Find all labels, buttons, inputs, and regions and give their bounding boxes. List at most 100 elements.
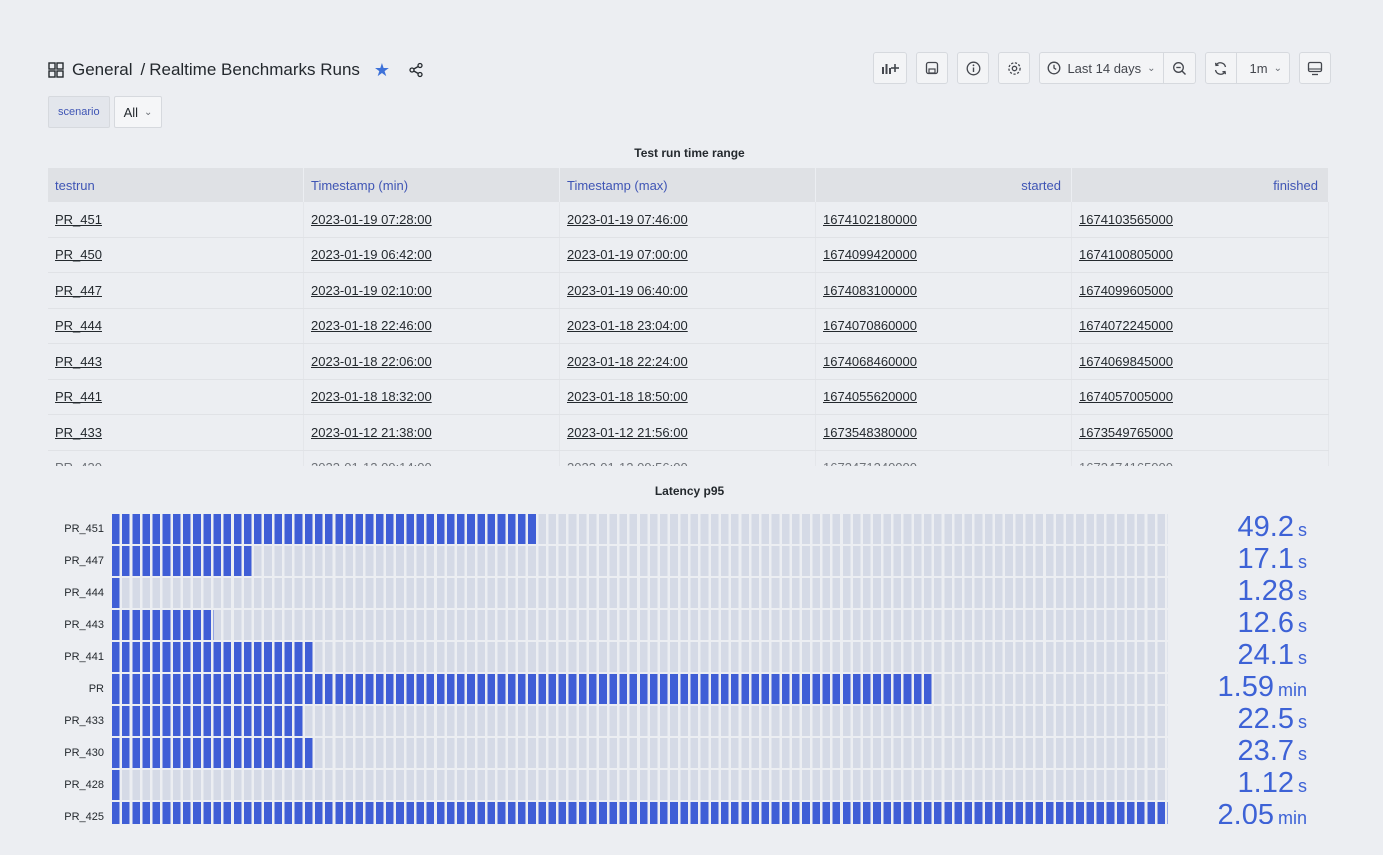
gauge-value-unit: s — [1298, 776, 1307, 796]
cell-link-finished[interactable]: 1674069845000 — [1079, 353, 1173, 369]
dashboard-settings-button[interactable] — [998, 52, 1031, 84]
gauge-row-label: PR_425 — [64, 811, 104, 823]
refresh-interval-picker[interactable]: 1m ⌄ — [1236, 52, 1290, 84]
gauge-row: PR_441 24.1 s — [48, 639, 1329, 672]
cell-link-timestamp-max[interactable]: 2023-01-19 07:46:00 — [567, 211, 688, 227]
breadcrumb-folder[interactable]: General — [72, 60, 133, 79]
cell-link-testrun[interactable]: PR_430 — [55, 460, 102, 466]
cell-link-finished[interactable]: 1674072245000 — [1079, 318, 1173, 334]
dashboard-info-button[interactable] — [957, 52, 990, 84]
column-header-started[interactable]: started — [816, 168, 1072, 202]
cell-link-timestamp-min[interactable]: 2023-01-19 07:28:00 — [311, 211, 432, 227]
save-dashboard-button[interactable] — [916, 52, 949, 84]
cell-link-testrun[interactable]: PR_451 — [55, 211, 102, 227]
cell-link-started[interactable]: 1674099420000 — [823, 247, 917, 263]
cell-link-started[interactable]: 1673471240000 — [823, 460, 917, 466]
gauge-track[interactable] — [112, 674, 1168, 704]
gauge-row-label: PR_430 — [64, 747, 104, 759]
cell-link-started[interactable]: 1674055620000 — [823, 389, 917, 405]
cell-link-finished[interactable]: 1674099605000 — [1079, 282, 1173, 298]
cell-link-timestamp-max[interactable]: 2023-01-18 22:24:00 — [567, 353, 688, 369]
cell-link-testrun[interactable]: PR_443 — [55, 353, 102, 369]
cell-link-timestamp-max[interactable]: 2023-01-12 09:56:00 — [567, 460, 688, 466]
cell-link-testrun[interactable]: PR_444 — [55, 318, 102, 334]
gauge-track[interactable] — [112, 738, 1168, 768]
cell-link-finished[interactable]: 1674057005000 — [1079, 389, 1173, 405]
cell-timestamp-max: 2023-01-12 21:56:00 — [560, 415, 816, 450]
gauge-track[interactable] — [112, 546, 1168, 576]
cell-link-testrun[interactable]: PR_433 — [55, 424, 102, 440]
cell-link-timestamp-min[interactable]: 2023-01-19 06:42:00 — [311, 247, 432, 263]
gauge-value-number: 12.6 — [1237, 607, 1294, 639]
star-icon[interactable]: ★ — [373, 59, 391, 80]
cell-timestamp-min: 2023-01-18 22:46:00 — [304, 308, 560, 343]
cell-link-timestamp-max[interactable]: 2023-01-19 07:00:00 — [567, 247, 688, 263]
cell-testrun: PR_451 — [48, 202, 304, 237]
cell-link-timestamp-min[interactable]: 2023-01-18 18:32:00 — [311, 389, 432, 405]
gauge-fill — [112, 642, 315, 672]
column-header-finished[interactable]: finished — [1072, 168, 1329, 202]
cell-timestamp-min: 2023-01-18 22:06:00 — [304, 344, 560, 379]
cell-link-timestamp-min[interactable]: 2023-01-12 21:38:00 — [311, 424, 432, 440]
refresh-button[interactable] — [1204, 52, 1237, 84]
gauge-track[interactable] — [112, 578, 1168, 608]
cell-link-testrun[interactable]: PR_447 — [55, 282, 102, 298]
cell-link-timestamp-min[interactable]: 2023-01-12 09:14:00 — [311, 460, 432, 466]
tv-mode-button[interactable] — [1299, 52, 1331, 84]
cell-link-timestamp-max[interactable]: 2023-01-19 06:40:00 — [567, 282, 688, 298]
cell-link-started[interactable]: 1674102180000 — [823, 211, 917, 227]
cell-link-timestamp-max[interactable]: 2023-01-18 23:04:00 — [567, 318, 688, 334]
time-range-picker[interactable]: Last 14 days ⌄ — [1039, 52, 1164, 84]
cell-finished: 1674100805000 — [1072, 237, 1329, 272]
gauge-value: 1.28 s — [1238, 575, 1307, 608]
gauge-value: 49.2 s — [1238, 514, 1307, 544]
cell-link-started[interactable]: 1674083100000 — [823, 282, 917, 298]
add-panel-button[interactable] — [873, 52, 908, 84]
gauge-track[interactable] — [112, 514, 1168, 544]
gauge-track[interactable] — [112, 610, 1168, 640]
gauge-value: 1.59 min — [1218, 671, 1307, 704]
scenario-variable-select[interactable]: All ⌄ — [113, 96, 163, 128]
info-icon — [966, 61, 981, 75]
gauge-track[interactable] — [112, 802, 1168, 824]
column-header-testrun[interactable]: testrun — [48, 168, 304, 202]
column-header-timestamp-min[interactable]: Timestamp (min) — [304, 168, 560, 202]
column-header-timestamp-max[interactable]: Timestamp (max) — [560, 168, 816, 202]
gauge-fill — [112, 802, 1168, 824]
cell-link-finished[interactable]: 1674103565000 — [1079, 211, 1173, 227]
table-panel-title[interactable]: Test run time range — [634, 146, 745, 160]
template-variables: scenario All ⌄ — [48, 96, 163, 128]
dashboard-header: General / Realtime Benchmarks Runs ★ — [48, 52, 1331, 84]
gauge-track[interactable] — [112, 770, 1168, 800]
cell-link-finished[interactable]: 1673474165000 — [1079, 460, 1173, 466]
cell-link-timestamp-min[interactable]: 2023-01-18 22:46:00 — [311, 318, 432, 334]
gauge-value-unit: min — [1277, 680, 1307, 700]
cell-link-started[interactable]: 1674070860000 — [823, 318, 917, 334]
gauge-track[interactable] — [112, 642, 1168, 672]
share-icon[interactable] — [408, 62, 424, 78]
cell-link-timestamp-max[interactable]: 2023-01-18 18:50:00 — [567, 389, 688, 405]
chevron-down-icon: ⌄ — [144, 106, 153, 118]
latency-panel-title[interactable]: Latency p95 — [654, 484, 725, 498]
cell-link-finished[interactable]: 1673549765000 — [1079, 424, 1173, 440]
cell-link-timestamp-min[interactable]: 2023-01-18 22:06:00 — [311, 353, 432, 369]
cell-started: 1674083100000 — [816, 273, 1072, 308]
gauge-track[interactable] — [112, 706, 1168, 736]
table-row: PR_433 2023-01-12 21:38:00 2023-01-12 21:5… — [48, 415, 1329, 451]
cell-link-testrun[interactable]: PR_450 — [55, 247, 102, 263]
zoom-out-button[interactable] — [1163, 52, 1196, 84]
cell-finished: 1674069845000 — [1072, 344, 1329, 379]
cell-link-started[interactable]: 1673548380000 — [823, 424, 917, 440]
cell-link-timestamp-max[interactable]: 2023-01-12 21:56:00 — [567, 424, 688, 440]
cell-link-finished[interactable]: 1674100805000 — [1079, 247, 1173, 263]
cell-started: 1673471240000 — [816, 450, 1072, 466]
breadcrumb: General / Realtime Benchmarks Runs ★ — [48, 60, 424, 81]
cell-link-started[interactable]: 1674068460000 — [823, 353, 917, 369]
cell-finished: 1674099605000 — [1072, 273, 1329, 308]
dashboard-title[interactable]: Realtime Benchmarks Runs — [149, 60, 360, 79]
cell-link-testrun[interactable]: PR_441 — [55, 389, 102, 405]
cell-link-timestamp-min[interactable]: 2023-01-19 02:10:00 — [311, 282, 432, 298]
gauge-row: PR_451 49.2 s — [48, 514, 1329, 544]
cell-timestamp-min: 2023-01-19 07:28:00 — [304, 202, 560, 237]
gauge-value-unit: s — [1298, 520, 1307, 540]
